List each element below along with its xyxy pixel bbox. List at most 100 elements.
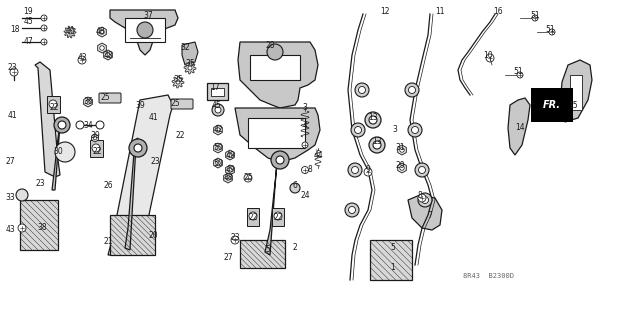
Text: 10: 10 [483, 50, 493, 60]
Circle shape [415, 163, 429, 177]
Circle shape [86, 100, 90, 104]
Text: 22: 22 [175, 131, 185, 140]
Text: 18: 18 [10, 26, 20, 34]
Polygon shape [172, 76, 184, 88]
Text: 29: 29 [395, 160, 405, 169]
Circle shape [228, 168, 232, 172]
Circle shape [422, 197, 429, 204]
Text: 8: 8 [418, 190, 422, 199]
Circle shape [16, 189, 28, 201]
Text: 49: 49 [225, 166, 235, 174]
Circle shape [134, 144, 142, 152]
Text: 44: 44 [313, 151, 323, 160]
Circle shape [188, 66, 192, 70]
Circle shape [96, 121, 104, 129]
Polygon shape [52, 118, 62, 190]
Text: 30: 30 [53, 147, 63, 157]
Text: 15: 15 [568, 100, 578, 109]
Circle shape [271, 151, 289, 169]
Text: 37: 37 [143, 11, 153, 19]
Circle shape [55, 142, 75, 162]
Polygon shape [108, 95, 173, 255]
Text: 51: 51 [545, 26, 555, 34]
Circle shape [41, 39, 47, 45]
Text: 8R43  B2300D: 8R43 B2300D [463, 273, 514, 279]
Polygon shape [408, 195, 442, 230]
Text: 22: 22 [92, 147, 102, 157]
Polygon shape [84, 97, 92, 107]
Polygon shape [214, 158, 222, 168]
Polygon shape [265, 153, 280, 255]
Text: 49: 49 [225, 151, 235, 160]
Text: 38: 38 [37, 224, 47, 233]
Circle shape [364, 168, 372, 176]
Polygon shape [250, 55, 300, 80]
Polygon shape [397, 163, 406, 173]
Text: 25: 25 [243, 174, 253, 182]
Text: 19: 19 [23, 8, 33, 17]
Polygon shape [125, 138, 138, 250]
Text: 48: 48 [95, 27, 105, 36]
Circle shape [400, 148, 404, 152]
Circle shape [348, 163, 362, 177]
Text: 5: 5 [266, 246, 271, 255]
Circle shape [351, 123, 365, 137]
Text: 48: 48 [103, 50, 113, 60]
Circle shape [408, 86, 415, 93]
Circle shape [405, 83, 419, 97]
Circle shape [249, 212, 257, 220]
Text: 6: 6 [292, 181, 298, 189]
Circle shape [49, 100, 57, 108]
Polygon shape [104, 50, 113, 60]
Circle shape [418, 194, 426, 202]
Text: 13: 13 [372, 137, 382, 146]
Text: 50: 50 [213, 159, 223, 167]
Circle shape [100, 46, 104, 50]
Polygon shape [110, 10, 178, 55]
Text: 24: 24 [300, 190, 310, 199]
Circle shape [216, 128, 220, 132]
Polygon shape [64, 26, 76, 38]
FancyBboxPatch shape [99, 93, 121, 103]
Text: 16: 16 [493, 8, 503, 17]
Polygon shape [214, 143, 222, 153]
Circle shape [231, 236, 239, 244]
Circle shape [274, 212, 282, 220]
Text: 34: 34 [83, 121, 93, 130]
Bar [20, 200, 58, 250]
Circle shape [216, 161, 220, 165]
Text: 35: 35 [185, 58, 195, 68]
Text: 33: 33 [5, 194, 15, 203]
Circle shape [412, 127, 419, 133]
Text: 43: 43 [5, 226, 15, 234]
Circle shape [93, 136, 97, 140]
Text: 23: 23 [35, 179, 45, 188]
Text: 48: 48 [223, 174, 233, 182]
Circle shape [267, 44, 283, 60]
Circle shape [41, 15, 47, 21]
Circle shape [41, 25, 47, 31]
Polygon shape [47, 96, 60, 113]
Text: 39: 39 [135, 100, 145, 109]
Circle shape [349, 206, 355, 213]
Polygon shape [238, 42, 318, 108]
Polygon shape [248, 118, 305, 148]
Polygon shape [90, 140, 103, 157]
Polygon shape [397, 145, 406, 155]
Polygon shape [226, 150, 234, 160]
Circle shape [369, 116, 377, 124]
Text: 3: 3 [303, 103, 307, 113]
Text: 23: 23 [7, 63, 17, 72]
Polygon shape [223, 173, 232, 183]
Circle shape [244, 174, 252, 182]
Circle shape [76, 121, 84, 129]
Circle shape [549, 29, 555, 35]
Text: 25: 25 [100, 93, 110, 102]
Polygon shape [247, 208, 259, 226]
Text: 26: 26 [103, 181, 113, 189]
Circle shape [369, 137, 385, 153]
Text: 32: 32 [180, 43, 190, 53]
Circle shape [418, 193, 432, 207]
Polygon shape [92, 134, 99, 142]
Polygon shape [125, 18, 165, 42]
